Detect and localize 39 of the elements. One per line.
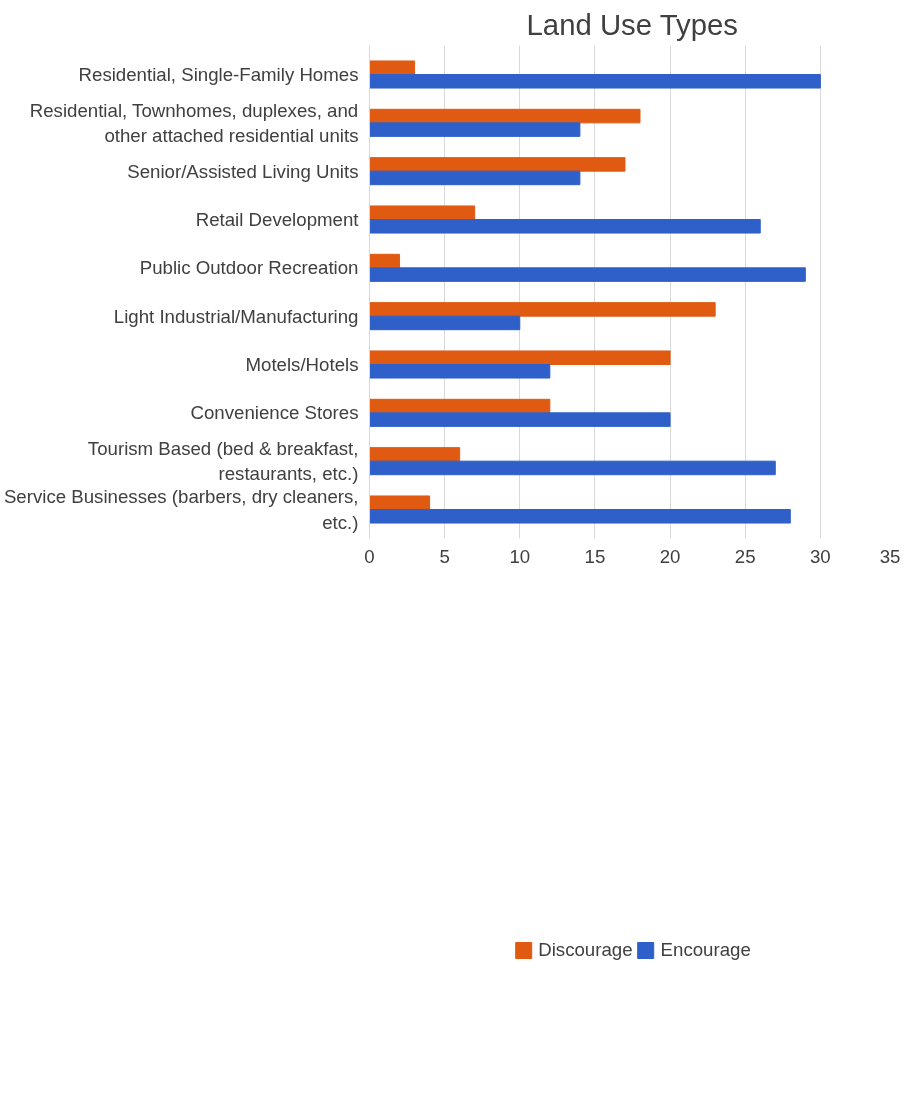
bar	[369, 108, 641, 124]
bar	[369, 460, 776, 476]
x-tick-label: 15	[584, 545, 606, 567]
bar	[369, 157, 626, 172]
y-tick-label: Light Industrial/Manufacturing	[113, 305, 359, 327]
y-tick-label: Convenience Stores	[190, 402, 359, 424]
y-tick-label: Service Businesses (barbers, dry cleaners, etc.)	[3, 486, 359, 533]
x-tick-label: 10	[509, 545, 531, 567]
y-tick-label: Retail Development	[195, 209, 360, 230]
bar	[369, 509, 791, 524]
x-tick-label: 20	[659, 545, 681, 567]
bar	[369, 170, 581, 186]
y-tick-label: Residential, Townhomes, duplexes, and other attached residential units	[29, 99, 359, 146]
bar	[369, 302, 716, 317]
y-tick-label: Residential, Single-Family Homes	[78, 64, 359, 85]
bar	[369, 267, 806, 282]
x-tick-label: 25	[734, 545, 756, 567]
bar	[369, 350, 671, 365]
y-tick-label: Senior/Assisted Living Units	[127, 160, 359, 182]
bar	[369, 447, 461, 462]
bar	[369, 364, 551, 379]
x-tick-label: 5	[439, 545, 450, 567]
y-tick-label: Motels/Hotels	[245, 354, 359, 375]
bar	[369, 412, 671, 427]
bar	[369, 219, 761, 234]
x-tick-label: 30	[809, 545, 831, 567]
chart-title: Land Use Types	[526, 7, 738, 41]
bar	[369, 205, 476, 220]
legend-label: Discourage	[538, 938, 633, 961]
y-tick-label: Tourism Based (bed & breakfast, restaurants, etc.)	[87, 438, 359, 485]
bar	[369, 74, 821, 89]
legend-label: Encourage	[660, 938, 751, 961]
x-tick-label: 0	[364, 545, 375, 567]
y-tick-label: Public Outdoor Recreation	[139, 257, 359, 279]
bar	[369, 122, 581, 137]
bar	[369, 60, 416, 75]
bar	[369, 495, 431, 510]
x-tick-label: 35	[879, 545, 901, 567]
bar	[369, 315, 521, 331]
